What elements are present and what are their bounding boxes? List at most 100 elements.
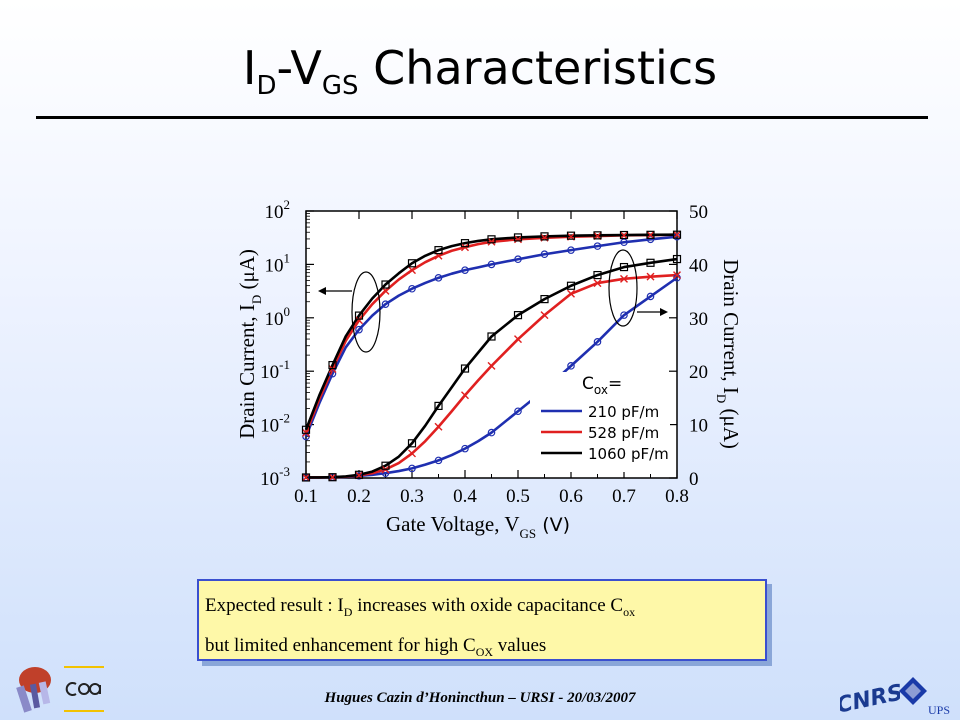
data-point xyxy=(487,332,496,341)
data-point xyxy=(408,449,416,458)
legend-background xyxy=(530,372,670,472)
cnrs-logo: CNRS xyxy=(840,680,900,718)
data-point xyxy=(593,242,602,250)
data-point xyxy=(487,361,496,370)
ups-label: UPS xyxy=(927,703,950,717)
data-point xyxy=(513,233,523,242)
x-tick-label: 0.3 xyxy=(400,486,424,507)
data-point xyxy=(328,361,337,370)
data-point xyxy=(672,230,682,239)
data-point xyxy=(407,259,417,268)
y-right-tick-label: 10 xyxy=(689,416,708,437)
data-point xyxy=(355,316,363,325)
data-point xyxy=(328,369,337,378)
data-point xyxy=(302,473,310,482)
data-point xyxy=(514,235,522,244)
y-right-tick-label: 40 xyxy=(689,255,708,276)
data-point xyxy=(567,246,575,254)
y-right-tick-label: 50 xyxy=(689,202,708,223)
data-point xyxy=(460,239,470,248)
series-line-log xyxy=(304,235,678,437)
data-point xyxy=(673,230,681,239)
data-point xyxy=(487,260,496,269)
ief-logo xyxy=(16,667,51,713)
y-left-tick-label: 10-3 xyxy=(260,464,290,490)
data-point xyxy=(355,325,363,334)
data-point xyxy=(355,471,363,480)
data-point xyxy=(487,428,496,437)
data-point xyxy=(434,401,443,411)
data-point xyxy=(487,235,496,244)
data-point xyxy=(301,473,311,482)
page-title: ID-VGS Characteristics xyxy=(242,41,718,102)
data-point xyxy=(646,235,655,244)
data-point xyxy=(620,274,628,283)
data-point xyxy=(434,274,443,282)
data-point xyxy=(540,232,549,241)
x-tick-label: 0.5 xyxy=(506,486,530,507)
data-point xyxy=(434,246,443,255)
x-tick-label: 0.2 xyxy=(347,486,371,507)
legend-label: 1060 pF/m xyxy=(588,445,669,463)
data-point xyxy=(646,231,655,240)
y-left-tick-label: 101 xyxy=(265,250,291,276)
y-right-tick-label: 30 xyxy=(689,309,708,330)
data-point xyxy=(354,311,364,320)
expected-result-line-2: but limited enhancement for high COX val… xyxy=(205,634,547,659)
data-point xyxy=(514,407,522,416)
chart-legend: Cox= 210 pF/m 528 pF/m 1060 pF/m xyxy=(530,372,670,472)
y-axis-left-label: Drain Current, ID (μA) xyxy=(235,249,264,439)
data-point xyxy=(381,300,390,308)
data-point xyxy=(593,270,602,280)
data-point xyxy=(619,262,629,272)
data-point xyxy=(461,444,469,453)
data-point xyxy=(408,284,416,293)
y-left-tick-label: 10-1 xyxy=(260,357,290,383)
cea-logo xyxy=(64,666,104,712)
data-point xyxy=(593,279,602,288)
x-tick-label: 0.8 xyxy=(665,486,689,507)
data-point xyxy=(461,391,469,400)
x-tick-label: 0.4 xyxy=(453,486,477,507)
data-point xyxy=(328,473,337,482)
title-underline xyxy=(36,116,928,119)
data-point xyxy=(301,425,311,434)
data-point xyxy=(540,250,549,259)
y-left-tick-label: 100 xyxy=(265,304,291,330)
series-line-linear xyxy=(306,257,678,479)
data-point xyxy=(460,364,470,373)
data-point xyxy=(673,271,681,280)
data-point xyxy=(566,231,576,240)
data-point xyxy=(646,272,655,281)
data-point xyxy=(540,295,549,304)
data-point xyxy=(381,461,390,470)
data-point xyxy=(567,362,575,370)
data-point xyxy=(567,289,575,298)
legend-label: 210 pF/m xyxy=(588,403,659,421)
data-point xyxy=(566,281,576,290)
legend-label: 528 pF/m xyxy=(588,424,659,442)
data-point xyxy=(540,311,549,320)
legend-title: Cox= xyxy=(582,374,622,397)
data-point xyxy=(514,335,522,344)
right-axis-group-ellipse xyxy=(608,249,638,327)
data-point xyxy=(408,464,416,473)
x-tick-label: 0.1 xyxy=(294,486,318,507)
data-point xyxy=(619,230,629,240)
data-point xyxy=(487,237,496,246)
data-point xyxy=(354,470,364,479)
data-point xyxy=(646,258,655,267)
footer-credit: Hugues Cazin d’Honincthun – URSI - 20/03… xyxy=(324,690,636,706)
y-axis-right-label: Drain Current, ID (μA) xyxy=(714,259,743,449)
data-point xyxy=(513,311,523,320)
data-point xyxy=(672,254,682,264)
data-point xyxy=(620,231,628,240)
y-left-tick-label: 102 xyxy=(265,197,291,223)
right-axis-arrowhead xyxy=(660,308,668,316)
data-point xyxy=(593,338,602,346)
data-point xyxy=(381,280,390,289)
data-point xyxy=(593,231,602,240)
ups-diamond-logo xyxy=(899,677,927,705)
data-point xyxy=(514,255,522,264)
